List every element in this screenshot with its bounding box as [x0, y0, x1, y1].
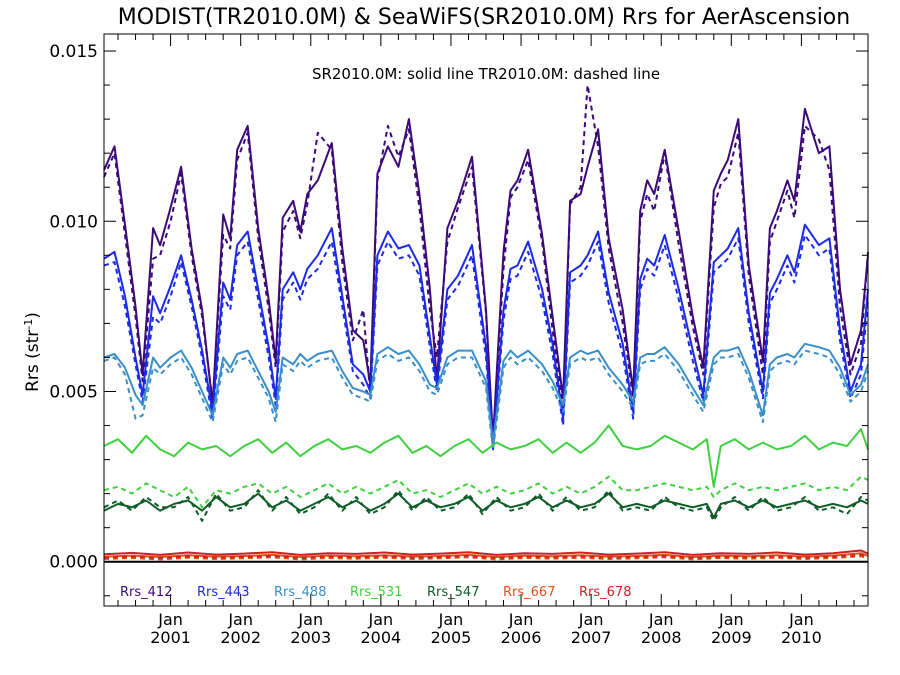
y-tick-label: 0.005 — [49, 383, 98, 403]
x-tick-month: Jan — [508, 610, 534, 629]
x-tick-year: 2006 — [501, 628, 542, 647]
x-tick-month: Jan — [227, 610, 253, 629]
rrs-667-solid-line — [103, 552, 869, 558]
x-tick-month: Jan — [157, 610, 183, 629]
y-tick-label: 0.010 — [49, 212, 98, 232]
legend-item-rrs-488: Rrs_488 — [274, 585, 326, 600]
y-tick-label: 0.015 — [49, 42, 98, 62]
legend-item-rrs-678: Rrs_678 — [579, 585, 631, 600]
x-tick-month: Jan — [578, 610, 604, 629]
rrs-412-dashed-line — [103, 84, 869, 447]
y-axis-label-exponent: -1 — [22, 319, 35, 330]
x-tick-month: Jan — [788, 610, 814, 629]
rrs-531-solid-line — [103, 424, 869, 488]
rrs-488-solid-line — [103, 342, 869, 444]
x-tick-month: Jan — [438, 610, 464, 629]
x-tick-year: 2007 — [571, 628, 612, 647]
rrs-443-solid-line — [103, 223, 869, 447]
legend: Rrs_412 Rrs_443 Rrs_488 Rrs_531 Rrs_547 Rrs_6… — [120, 585, 631, 600]
chart-subtitle: SR2010.0M: solid line TR2010.0M: dashed … — [312, 65, 660, 83]
rrs-531-dashed-line — [103, 475, 869, 509]
chart-title: MODIST(TR2010.0M) & SeaWiFS(SR2010.0M) R… — [118, 5, 850, 30]
x-tick-year: 2002 — [220, 628, 261, 647]
y-axis-label: Rrs (str-1) — [22, 312, 44, 392]
x-tick-year: 2010 — [781, 628, 822, 647]
rrs-443-dashed-line — [103, 233, 869, 451]
x-tick-year: 2009 — [711, 628, 752, 647]
legend-item-rrs-667: Rrs_667 — [503, 585, 555, 600]
rrs-678-solid-line — [103, 549, 869, 556]
legend-item-rrs-531: Rrs_531 — [350, 585, 402, 600]
plot-series — [103, 84, 869, 561]
x-tick-year: 2005 — [431, 628, 472, 647]
x-tick-year: 2008 — [641, 628, 682, 647]
rrs-547-dashed-line — [103, 489, 869, 522]
x-tick-month: Jan — [368, 610, 394, 629]
rrs-667-dashed-line — [103, 555, 869, 561]
x-tick-year: 2001 — [150, 628, 191, 647]
x-tick-year: 2004 — [361, 628, 402, 647]
y-tick-label: 0.000 — [49, 553, 98, 573]
y-axis-label-main: Rrs (str — [23, 330, 43, 392]
rrs-678-dashed-line — [103, 553, 869, 559]
legend-item-rrs-547: Rrs_547 — [427, 585, 479, 600]
x-tick-month: Jan — [297, 610, 323, 629]
legend-item-rrs-443: Rrs_443 — [197, 585, 249, 600]
axes: 0.0000.0050.0100.015Jan2001Jan2002Jan200… — [49, 33, 869, 647]
legend-item-rrs-412: Rrs_412 — [120, 585, 172, 600]
y-axis-label-close: ) — [23, 312, 43, 319]
rrs-547-solid-line — [103, 492, 869, 519]
x-tick-month: Jan — [718, 610, 744, 629]
x-tick-year: 2003 — [290, 628, 331, 647]
x-tick-month: Jan — [648, 610, 674, 629]
rrs-488-dashed-line — [103, 349, 869, 451]
